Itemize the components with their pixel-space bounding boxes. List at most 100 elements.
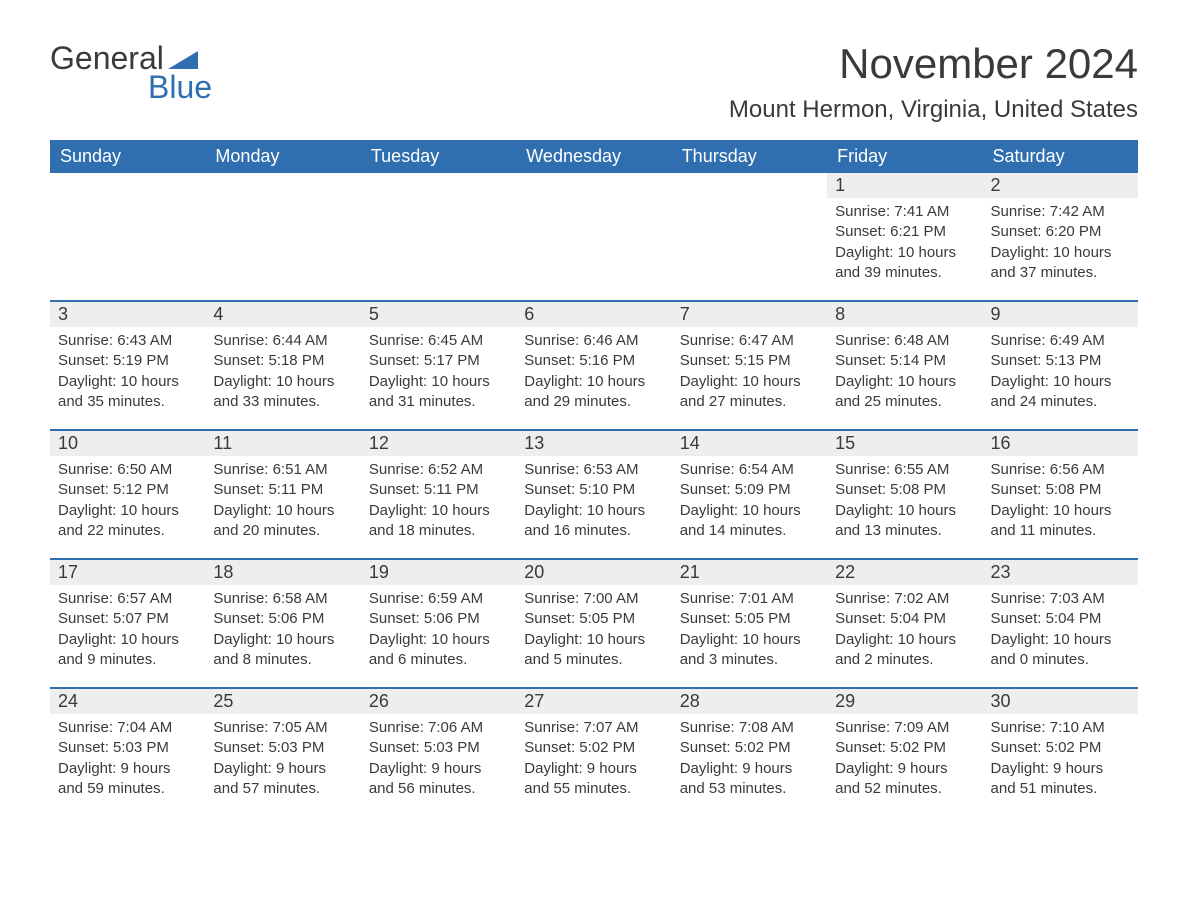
day-data: Sunrise: 6:46 AMSunset: 5:16 PMDaylight:… <box>516 327 671 420</box>
day-number: 30 <box>983 689 1138 714</box>
day-d1: Daylight: 10 hours <box>680 501 819 521</box>
day-sunrise: Sunrise: 6:44 AM <box>213 331 352 351</box>
day-data: Sunrise: 7:10 AMSunset: 5:02 PMDaylight:… <box>983 714 1138 807</box>
calendar-week-row: 3Sunrise: 6:43 AMSunset: 5:19 PMDaylight… <box>50 302 1138 430</box>
day-data: Sunrise: 6:51 AMSunset: 5:11 PMDaylight:… <box>205 456 360 549</box>
calendar-table: SundayMondayTuesdayWednesdayThursdayFrid… <box>50 140 1138 817</box>
day-d2: and 24 minutes. <box>991 392 1130 412</box>
day-d1: Daylight: 10 hours <box>369 372 508 392</box>
day-d1: Daylight: 10 hours <box>369 501 508 521</box>
calendar-day-cell: 27Sunrise: 7:07 AMSunset: 5:02 PMDayligh… <box>516 689 671 817</box>
calendar-day-cell: 3Sunrise: 6:43 AMSunset: 5:19 PMDaylight… <box>50 302 205 430</box>
calendar-day-cell: 26Sunrise: 7:06 AMSunset: 5:03 PMDayligh… <box>361 689 516 817</box>
day-sunset: Sunset: 6:21 PM <box>835 222 974 242</box>
calendar-day-cell: 12Sunrise: 6:52 AMSunset: 5:11 PMDayligh… <box>361 431 516 559</box>
day-data: Sunrise: 7:00 AMSunset: 5:05 PMDaylight:… <box>516 585 671 678</box>
day-d1: Daylight: 10 hours <box>524 501 663 521</box>
day-sunrise: Sunrise: 6:48 AM <box>835 331 974 351</box>
day-data: Sunrise: 6:50 AMSunset: 5:12 PMDaylight:… <box>50 456 205 549</box>
day-d2: and 8 minutes. <box>213 650 352 670</box>
day-d1: Daylight: 9 hours <box>991 759 1130 779</box>
day-d1: Daylight: 10 hours <box>524 630 663 650</box>
day-sunrise: Sunrise: 6:49 AM <box>991 331 1130 351</box>
day-d1: Daylight: 10 hours <box>524 372 663 392</box>
calendar-day-cell: 15Sunrise: 6:55 AMSunset: 5:08 PMDayligh… <box>827 431 982 559</box>
day-sunrise: Sunrise: 6:45 AM <box>369 331 508 351</box>
calendar-day-cell: 2Sunrise: 7:42 AMSunset: 6:20 PMDaylight… <box>983 173 1138 301</box>
day-sunrise: Sunrise: 6:54 AM <box>680 460 819 480</box>
day-d1: Daylight: 10 hours <box>369 630 508 650</box>
day-number: 13 <box>516 431 671 456</box>
month-title: November 2024 <box>729 40 1138 88</box>
day-sunrise: Sunrise: 7:03 AM <box>991 589 1130 609</box>
day-d2: and 39 minutes. <box>835 263 974 283</box>
day-d1: Daylight: 10 hours <box>835 372 974 392</box>
day-number: 7 <box>672 302 827 327</box>
calendar-day-cell: 9Sunrise: 6:49 AMSunset: 5:13 PMDaylight… <box>983 302 1138 430</box>
day-sunset: Sunset: 5:03 PM <box>213 738 352 758</box>
day-d2: and 52 minutes. <box>835 779 974 799</box>
day-sunset: Sunset: 5:14 PM <box>835 351 974 371</box>
weekday-header: Wednesday <box>516 140 671 173</box>
day-number: 19 <box>361 560 516 585</box>
day-sunset: Sunset: 5:04 PM <box>835 609 974 629</box>
day-sunset: Sunset: 6:20 PM <box>991 222 1130 242</box>
day-d1: Daylight: 10 hours <box>991 630 1130 650</box>
calendar-day-cell: 22Sunrise: 7:02 AMSunset: 5:04 PMDayligh… <box>827 560 982 688</box>
calendar-day-cell: 1Sunrise: 7:41 AMSunset: 6:21 PMDaylight… <box>827 173 982 301</box>
calendar-day-cell: 17Sunrise: 6:57 AMSunset: 5:07 PMDayligh… <box>50 560 205 688</box>
day-d2: and 0 minutes. <box>991 650 1130 670</box>
day-data: Sunrise: 6:43 AMSunset: 5:19 PMDaylight:… <box>50 327 205 420</box>
day-sunrise: Sunrise: 7:04 AM <box>58 718 197 738</box>
day-d1: Daylight: 10 hours <box>835 630 974 650</box>
day-number: 2 <box>983 173 1138 198</box>
day-d1: Daylight: 10 hours <box>835 501 974 521</box>
calendar-day-cell: 14Sunrise: 6:54 AMSunset: 5:09 PMDayligh… <box>672 431 827 559</box>
day-number: 25 <box>205 689 360 714</box>
day-d2: and 56 minutes. <box>369 779 508 799</box>
day-sunrise: Sunrise: 7:08 AM <box>680 718 819 738</box>
brand-text-blue: Blue <box>148 69 212 106</box>
day-number: 14 <box>672 431 827 456</box>
calendar-day-cell: 16Sunrise: 6:56 AMSunset: 5:08 PMDayligh… <box>983 431 1138 559</box>
day-sunrise: Sunrise: 6:57 AM <box>58 589 197 609</box>
day-sunset: Sunset: 5:18 PM <box>213 351 352 371</box>
day-sunrise: Sunrise: 6:55 AM <box>835 460 974 480</box>
day-number: 15 <box>827 431 982 456</box>
day-data: Sunrise: 6:52 AMSunset: 5:11 PMDaylight:… <box>361 456 516 549</box>
calendar-day-cell: 4Sunrise: 6:44 AMSunset: 5:18 PMDaylight… <box>205 302 360 430</box>
calendar-day-cell: 29Sunrise: 7:09 AMSunset: 5:02 PMDayligh… <box>827 689 982 817</box>
day-data: Sunrise: 7:05 AMSunset: 5:03 PMDaylight:… <box>205 714 360 807</box>
day-data: Sunrise: 7:04 AMSunset: 5:03 PMDaylight:… <box>50 714 205 807</box>
day-d2: and 51 minutes. <box>991 779 1130 799</box>
day-data: Sunrise: 6:54 AMSunset: 5:09 PMDaylight:… <box>672 456 827 549</box>
day-data: Sunrise: 6:56 AMSunset: 5:08 PMDaylight:… <box>983 456 1138 549</box>
day-number: 22 <box>827 560 982 585</box>
day-data: Sunrise: 7:42 AMSunset: 6:20 PMDaylight:… <box>983 198 1138 291</box>
day-sunset: Sunset: 5:02 PM <box>991 738 1130 758</box>
calendar-day-cell: 5Sunrise: 6:45 AMSunset: 5:17 PMDaylight… <box>361 302 516 430</box>
calendar-day-cell: 10Sunrise: 6:50 AMSunset: 5:12 PMDayligh… <box>50 431 205 559</box>
day-number: 17 <box>50 560 205 585</box>
location-subtitle: Mount Hermon, Virginia, United States <box>729 96 1138 124</box>
day-d2: and 53 minutes. <box>680 779 819 799</box>
day-d1: Daylight: 9 hours <box>213 759 352 779</box>
day-d2: and 20 minutes. <box>213 521 352 541</box>
day-d2: and 16 minutes. <box>524 521 663 541</box>
day-number: 1 <box>827 173 982 198</box>
day-sunset: Sunset: 5:10 PM <box>524 480 663 500</box>
day-sunrise: Sunrise: 7:10 AM <box>991 718 1130 738</box>
day-d1: Daylight: 9 hours <box>524 759 663 779</box>
day-d2: and 37 minutes. <box>991 263 1130 283</box>
day-d1: Daylight: 10 hours <box>835 243 974 263</box>
day-d2: and 27 minutes. <box>680 392 819 412</box>
day-number: 5 <box>361 302 516 327</box>
day-data: Sunrise: 7:41 AMSunset: 6:21 PMDaylight:… <box>827 198 982 291</box>
day-number: 3 <box>50 302 205 327</box>
day-sunrise: Sunrise: 7:41 AM <box>835 202 974 222</box>
day-sunset: Sunset: 5:07 PM <box>58 609 197 629</box>
day-sunset: Sunset: 5:11 PM <box>369 480 508 500</box>
day-sunset: Sunset: 5:04 PM <box>991 609 1130 629</box>
day-data: Sunrise: 7:03 AMSunset: 5:04 PMDaylight:… <box>983 585 1138 678</box>
day-data: Sunrise: 6:57 AMSunset: 5:07 PMDaylight:… <box>50 585 205 678</box>
